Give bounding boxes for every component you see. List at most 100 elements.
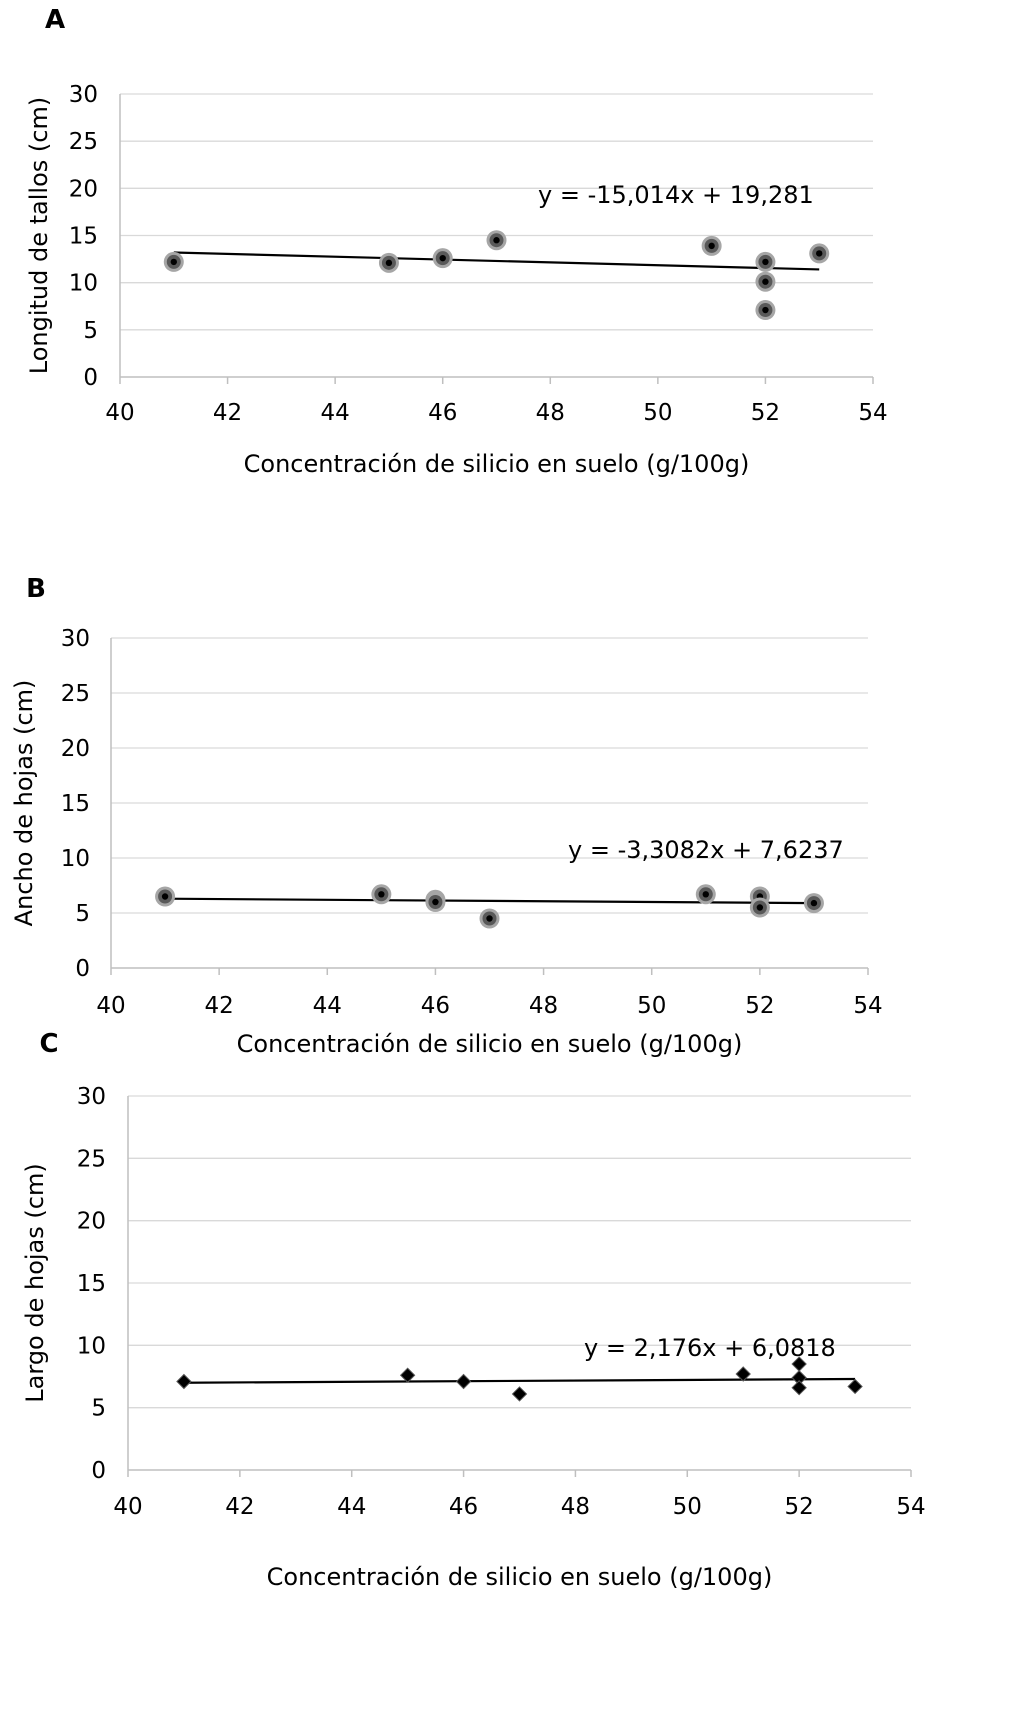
- data-point: [847, 1378, 863, 1395]
- y-axis-title: Longitud de tallos (cm): [25, 97, 53, 374]
- x-tick-label: 40: [96, 993, 125, 1019]
- data-point: [511, 1386, 528, 1402]
- y-tick-label: 25: [77, 1146, 106, 1172]
- y-tick-label: 0: [75, 956, 90, 982]
- panel-letter: C: [39, 1029, 58, 1059]
- data-point-core: [762, 278, 769, 285]
- y-axis-title: Ancho de hojas (cm): [10, 680, 38, 927]
- data-point: [755, 300, 776, 321]
- data-point: [755, 271, 776, 292]
- x-tick-label: 52: [745, 993, 774, 1019]
- y-tick-label: 30: [69, 82, 98, 108]
- data-point-core: [378, 891, 385, 898]
- y-tick-label: 30: [61, 626, 90, 652]
- data-point: [371, 884, 392, 905]
- data-point-core: [170, 258, 177, 266]
- trendline-equation: y = -15,014x + 19,281: [538, 181, 814, 209]
- data-point-core: [161, 893, 169, 900]
- x-tick-label: 44: [313, 993, 342, 1019]
- data-point-core: [816, 250, 823, 257]
- y-tick-label: 15: [77, 1271, 106, 1297]
- y-tick-label: 20: [61, 736, 90, 762]
- x-tick-label: 44: [321, 400, 350, 426]
- x-tick-label: 52: [785, 1494, 814, 1520]
- y-tick-label: 0: [91, 1458, 106, 1484]
- x-tick-label: 42: [225, 1494, 254, 1520]
- x-tick-label: 54: [853, 993, 882, 1019]
- chart-panel-b: B 0 5 10 15 20 25 30 40 42 44 46 48 50 52 54 Concentraci…: [10, 574, 883, 1058]
- x-tick-label: 46: [449, 1494, 478, 1520]
- x-axis-title: Concentración de silicio en suelo (g/100…: [237, 1030, 743, 1058]
- y-tick-label: 0: [83, 365, 98, 391]
- y-tick-label: 20: [69, 176, 98, 202]
- data-point: [803, 893, 824, 914]
- panel-letter: A: [45, 5, 65, 35]
- trendline-equation: y = -3,3082x + 7,6237: [568, 836, 844, 864]
- x-axis-title: Concentración de silicio en suelo (g/100…: [267, 1563, 773, 1591]
- data-point-core: [486, 915, 493, 922]
- y-tick-label: 25: [69, 129, 98, 155]
- trendline: [183, 1377, 856, 1384]
- data-point-core: [762, 306, 769, 314]
- y-tick-label: 25: [61, 681, 90, 707]
- data-point: [432, 248, 453, 269]
- data-point-core: [810, 899, 818, 907]
- y-tick-label: 10: [69, 271, 98, 297]
- x-tick-label: 46: [428, 400, 457, 426]
- x-tick-label: 44: [337, 1494, 366, 1520]
- chart-panel-a: A 0 5 10 15 20 25 30 40 42 44 46 48 50 52 54 Concentraci…: [25, 5, 888, 478]
- y-tick-label: 5: [91, 1396, 106, 1422]
- y-tick-label: 5: [83, 318, 98, 344]
- data-point: [701, 235, 722, 256]
- data-point-core: [708, 242, 715, 250]
- x-tick-label: 48: [536, 400, 565, 426]
- data-point-core: [385, 259, 393, 267]
- x-tick-label: 40: [113, 1494, 142, 1520]
- x-tick-label: 48: [529, 993, 558, 1019]
- x-tick-label: 54: [896, 1494, 925, 1520]
- panel-letter: B: [26, 574, 46, 604]
- data-point-core: [493, 237, 500, 244]
- y-tick-label: 20: [77, 1209, 106, 1235]
- x-tick-label: 50: [643, 400, 672, 426]
- data-point: [695, 884, 716, 905]
- x-axis-title: Concentración de silicio en suelo (g/100…: [244, 450, 750, 478]
- chart-panel-c: C 0 5 10 15 20 25 30 40 42 44 46 48 50 52 54 Concentraci…: [21, 1029, 926, 1591]
- y-tick-label: 15: [69, 224, 98, 250]
- data-point: [749, 897, 770, 918]
- x-tick-label: 52: [751, 400, 780, 426]
- y-tick-label: 10: [77, 1333, 106, 1359]
- data-point: [809, 243, 830, 264]
- y-tick-label: 15: [61, 791, 90, 817]
- data-point: [455, 1373, 472, 1390]
- x-tick-label: 54: [858, 400, 887, 426]
- y-tick-label: 10: [61, 846, 90, 872]
- data-point: [735, 1366, 751, 1382]
- x-tick-label: 42: [205, 993, 234, 1019]
- x-tick-label: 42: [213, 400, 242, 426]
- data-point: [755, 251, 776, 272]
- data-point: [163, 251, 184, 272]
- x-tick-label: 50: [637, 993, 666, 1019]
- trendline: [173, 251, 820, 271]
- data-point-core: [756, 904, 764, 911]
- y-tick-label: 30: [77, 1084, 106, 1110]
- y-tick-label: 5: [75, 901, 90, 927]
- y-axis-title: Largo de hojas (cm): [21, 1163, 49, 1402]
- data-point: [176, 1373, 192, 1390]
- x-tick-label: 48: [561, 1494, 590, 1520]
- data-point: [425, 892, 446, 912]
- data-point-core: [432, 898, 439, 906]
- data-point: [486, 230, 507, 251]
- trendline-equation: y = 2,176x + 6,0818: [584, 1334, 836, 1362]
- data-point: [479, 908, 500, 929]
- trendline: [165, 897, 814, 905]
- data-point: [155, 886, 176, 907]
- data-point: [399, 1367, 416, 1383]
- data-point: [791, 1380, 807, 1396]
- data-point-core: [702, 891, 709, 898]
- data-point: [378, 252, 399, 273]
- x-tick-label: 46: [421, 993, 450, 1019]
- data-point-core: [439, 254, 446, 262]
